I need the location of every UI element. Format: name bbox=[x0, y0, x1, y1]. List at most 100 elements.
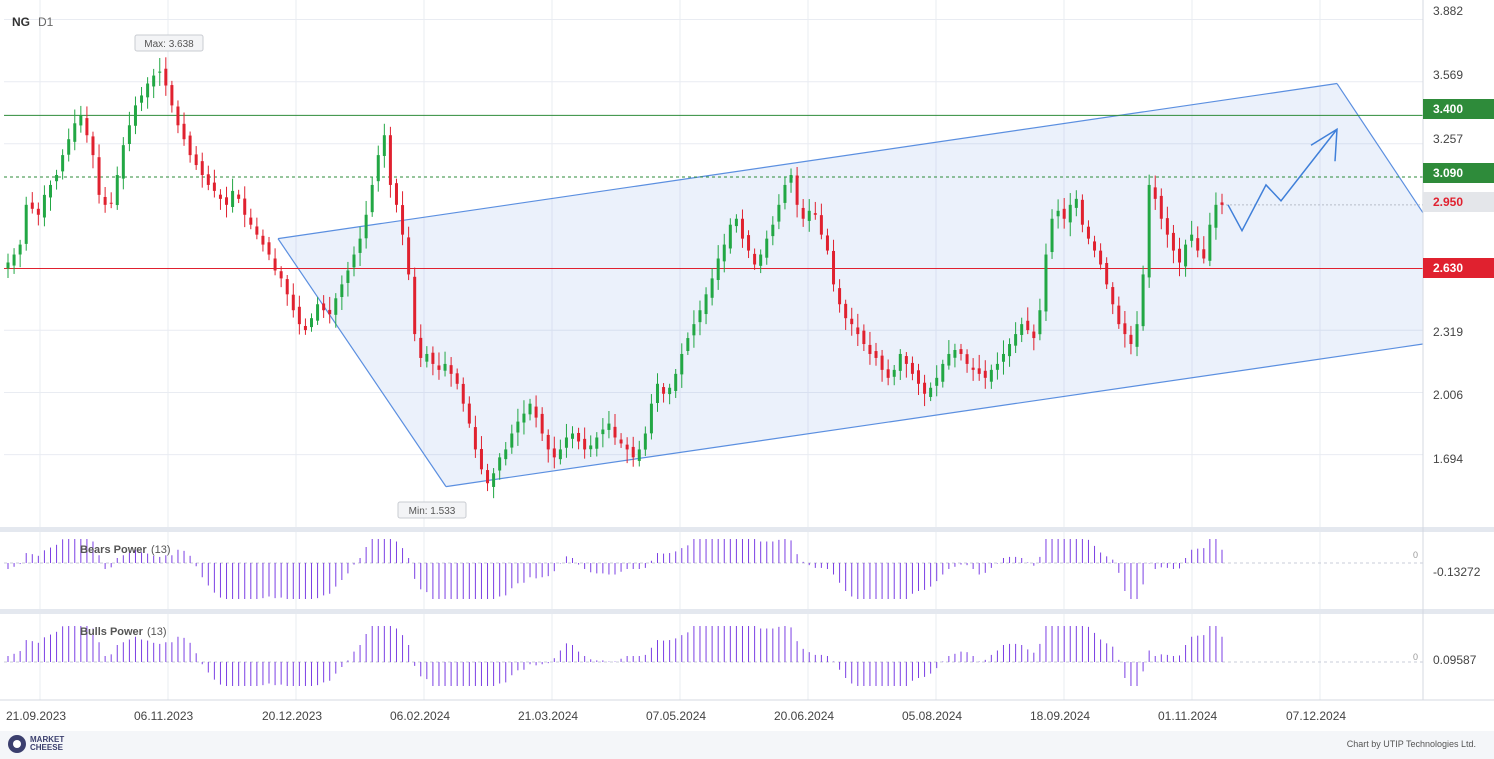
price-tick-3882: 3.882 bbox=[1433, 4, 1463, 18]
candle-body-8 bbox=[55, 174, 59, 182]
candle-body-3 bbox=[24, 204, 28, 244]
candle-body-63 bbox=[388, 135, 392, 185]
candle-body-180 bbox=[1099, 250, 1103, 265]
candle-body-163 bbox=[995, 363, 999, 370]
candle-body-52 bbox=[322, 303, 326, 311]
candle-body-171 bbox=[1044, 254, 1048, 312]
candle-body-58 bbox=[358, 238, 362, 253]
candle-body-47 bbox=[291, 294, 295, 311]
candle-body-90 bbox=[552, 448, 556, 458]
candle-body-86 bbox=[528, 403, 532, 415]
level-tag-3400: 3.400 bbox=[1423, 99, 1494, 119]
bears-zero-label: 0 bbox=[1413, 550, 1418, 560]
price-channel bbox=[277, 82, 1424, 488]
candle-body-53 bbox=[328, 309, 332, 315]
grid bbox=[4, 0, 1423, 700]
candle-body-39 bbox=[243, 198, 247, 215]
separator-bulls bbox=[0, 609, 1494, 614]
candle-body-105 bbox=[643, 433, 647, 450]
candle-body-197 bbox=[1202, 249, 1206, 259]
candle-body-130 bbox=[795, 175, 799, 205]
level-tag-3090-text: 3.090 bbox=[1433, 166, 1463, 180]
candle-body-200 bbox=[1220, 202, 1224, 205]
bears-power-name: Bears Power bbox=[80, 544, 147, 556]
candle-body-169 bbox=[1032, 331, 1036, 339]
candle-body-23 bbox=[146, 83, 150, 98]
candle-body-71 bbox=[437, 365, 441, 370]
candle-body-139 bbox=[850, 318, 854, 325]
candle-body-156 bbox=[953, 349, 957, 358]
candle-body-183 bbox=[1117, 305, 1121, 325]
candle-body-193 bbox=[1178, 248, 1182, 263]
candle-body-174 bbox=[1062, 208, 1066, 219]
price-chart[interactable]: NG D1 Max: 3.638 Min: 1.533 3.400 3.090 … bbox=[0, 0, 1494, 731]
candle-body-98 bbox=[601, 429, 605, 435]
candle-body-100 bbox=[613, 426, 617, 438]
forecast-path bbox=[1227, 128, 1338, 233]
date-label-10: 07.12.2024 bbox=[1286, 709, 1346, 723]
candle-body-147 bbox=[898, 353, 902, 371]
candle-body-140 bbox=[856, 327, 860, 335]
candle-body-141 bbox=[862, 330, 866, 345]
candle-body-178 bbox=[1086, 226, 1090, 239]
candle-body-87 bbox=[534, 406, 538, 418]
candle-body-80 bbox=[492, 473, 496, 487]
candle-body-162 bbox=[989, 369, 993, 382]
date-axis-labels: 21.09.2023 06.11.2023 20.12.2023 06.02.2… bbox=[6, 709, 1346, 723]
candle-body-131 bbox=[801, 207, 805, 219]
candle-body-116 bbox=[710, 278, 714, 298]
candle-body-161 bbox=[983, 370, 987, 378]
candle-body-73 bbox=[449, 365, 453, 374]
candle-body-172 bbox=[1050, 218, 1054, 253]
bulls-power-param: (13) bbox=[147, 626, 167, 638]
candle-body-62 bbox=[382, 135, 386, 156]
candle-body-146 bbox=[892, 369, 896, 377]
separator-bears bbox=[0, 527, 1494, 532]
candle-body-14 bbox=[91, 136, 95, 156]
channel-fill bbox=[278, 83, 1423, 487]
candle-body-118 bbox=[722, 244, 726, 262]
brand-logo[interactable]: MARKET CHEESE bbox=[8, 735, 78, 753]
candle-body-94 bbox=[577, 432, 581, 442]
candle-body-198 bbox=[1208, 224, 1212, 261]
candle-body-68 bbox=[419, 337, 423, 358]
candle-body-136 bbox=[832, 250, 836, 285]
candle-body-18 bbox=[115, 174, 119, 206]
candle-body-142 bbox=[868, 344, 872, 354]
candle-body-29 bbox=[182, 123, 186, 140]
candle-body-13 bbox=[85, 118, 89, 136]
candle-body-99 bbox=[607, 423, 611, 430]
candle-body-7 bbox=[48, 184, 52, 198]
candle-body-82 bbox=[504, 449, 508, 460]
candle-body-185 bbox=[1129, 334, 1133, 345]
candle-body-76 bbox=[467, 403, 471, 424]
candle-body-9 bbox=[61, 155, 65, 172]
candle-body-126 bbox=[771, 224, 775, 237]
candle-body-112 bbox=[686, 338, 690, 351]
candle-body-101 bbox=[619, 439, 623, 444]
candle-body-37 bbox=[231, 190, 235, 207]
symbol-label: NG bbox=[12, 15, 30, 29]
candle-body-153 bbox=[935, 377, 939, 386]
bears-power-panel bbox=[4, 539, 1423, 599]
candle-body-83 bbox=[510, 433, 514, 448]
candle-body-5 bbox=[36, 208, 40, 215]
bulls-value-label: 0.09587 bbox=[1433, 653, 1477, 667]
candle-body-41 bbox=[255, 226, 259, 235]
candle-body-51 bbox=[316, 304, 320, 321]
candle-body-17 bbox=[109, 202, 113, 204]
candle-body-38 bbox=[237, 194, 241, 199]
candle-body-184 bbox=[1123, 323, 1127, 335]
candle-body-160 bbox=[977, 368, 981, 374]
candle-body-93 bbox=[571, 433, 575, 439]
date-label-8: 18.09.2024 bbox=[1030, 709, 1090, 723]
candle-body-49 bbox=[303, 325, 307, 331]
candle-body-24 bbox=[152, 75, 156, 87]
candle-body-21 bbox=[133, 105, 137, 126]
candle-body-108 bbox=[662, 387, 666, 394]
candle-body-81 bbox=[498, 457, 502, 471]
candle-body-60 bbox=[370, 184, 374, 213]
candle-body-48 bbox=[297, 306, 301, 325]
candle-body-188 bbox=[1147, 184, 1151, 278]
candle-body-135 bbox=[825, 235, 829, 251]
